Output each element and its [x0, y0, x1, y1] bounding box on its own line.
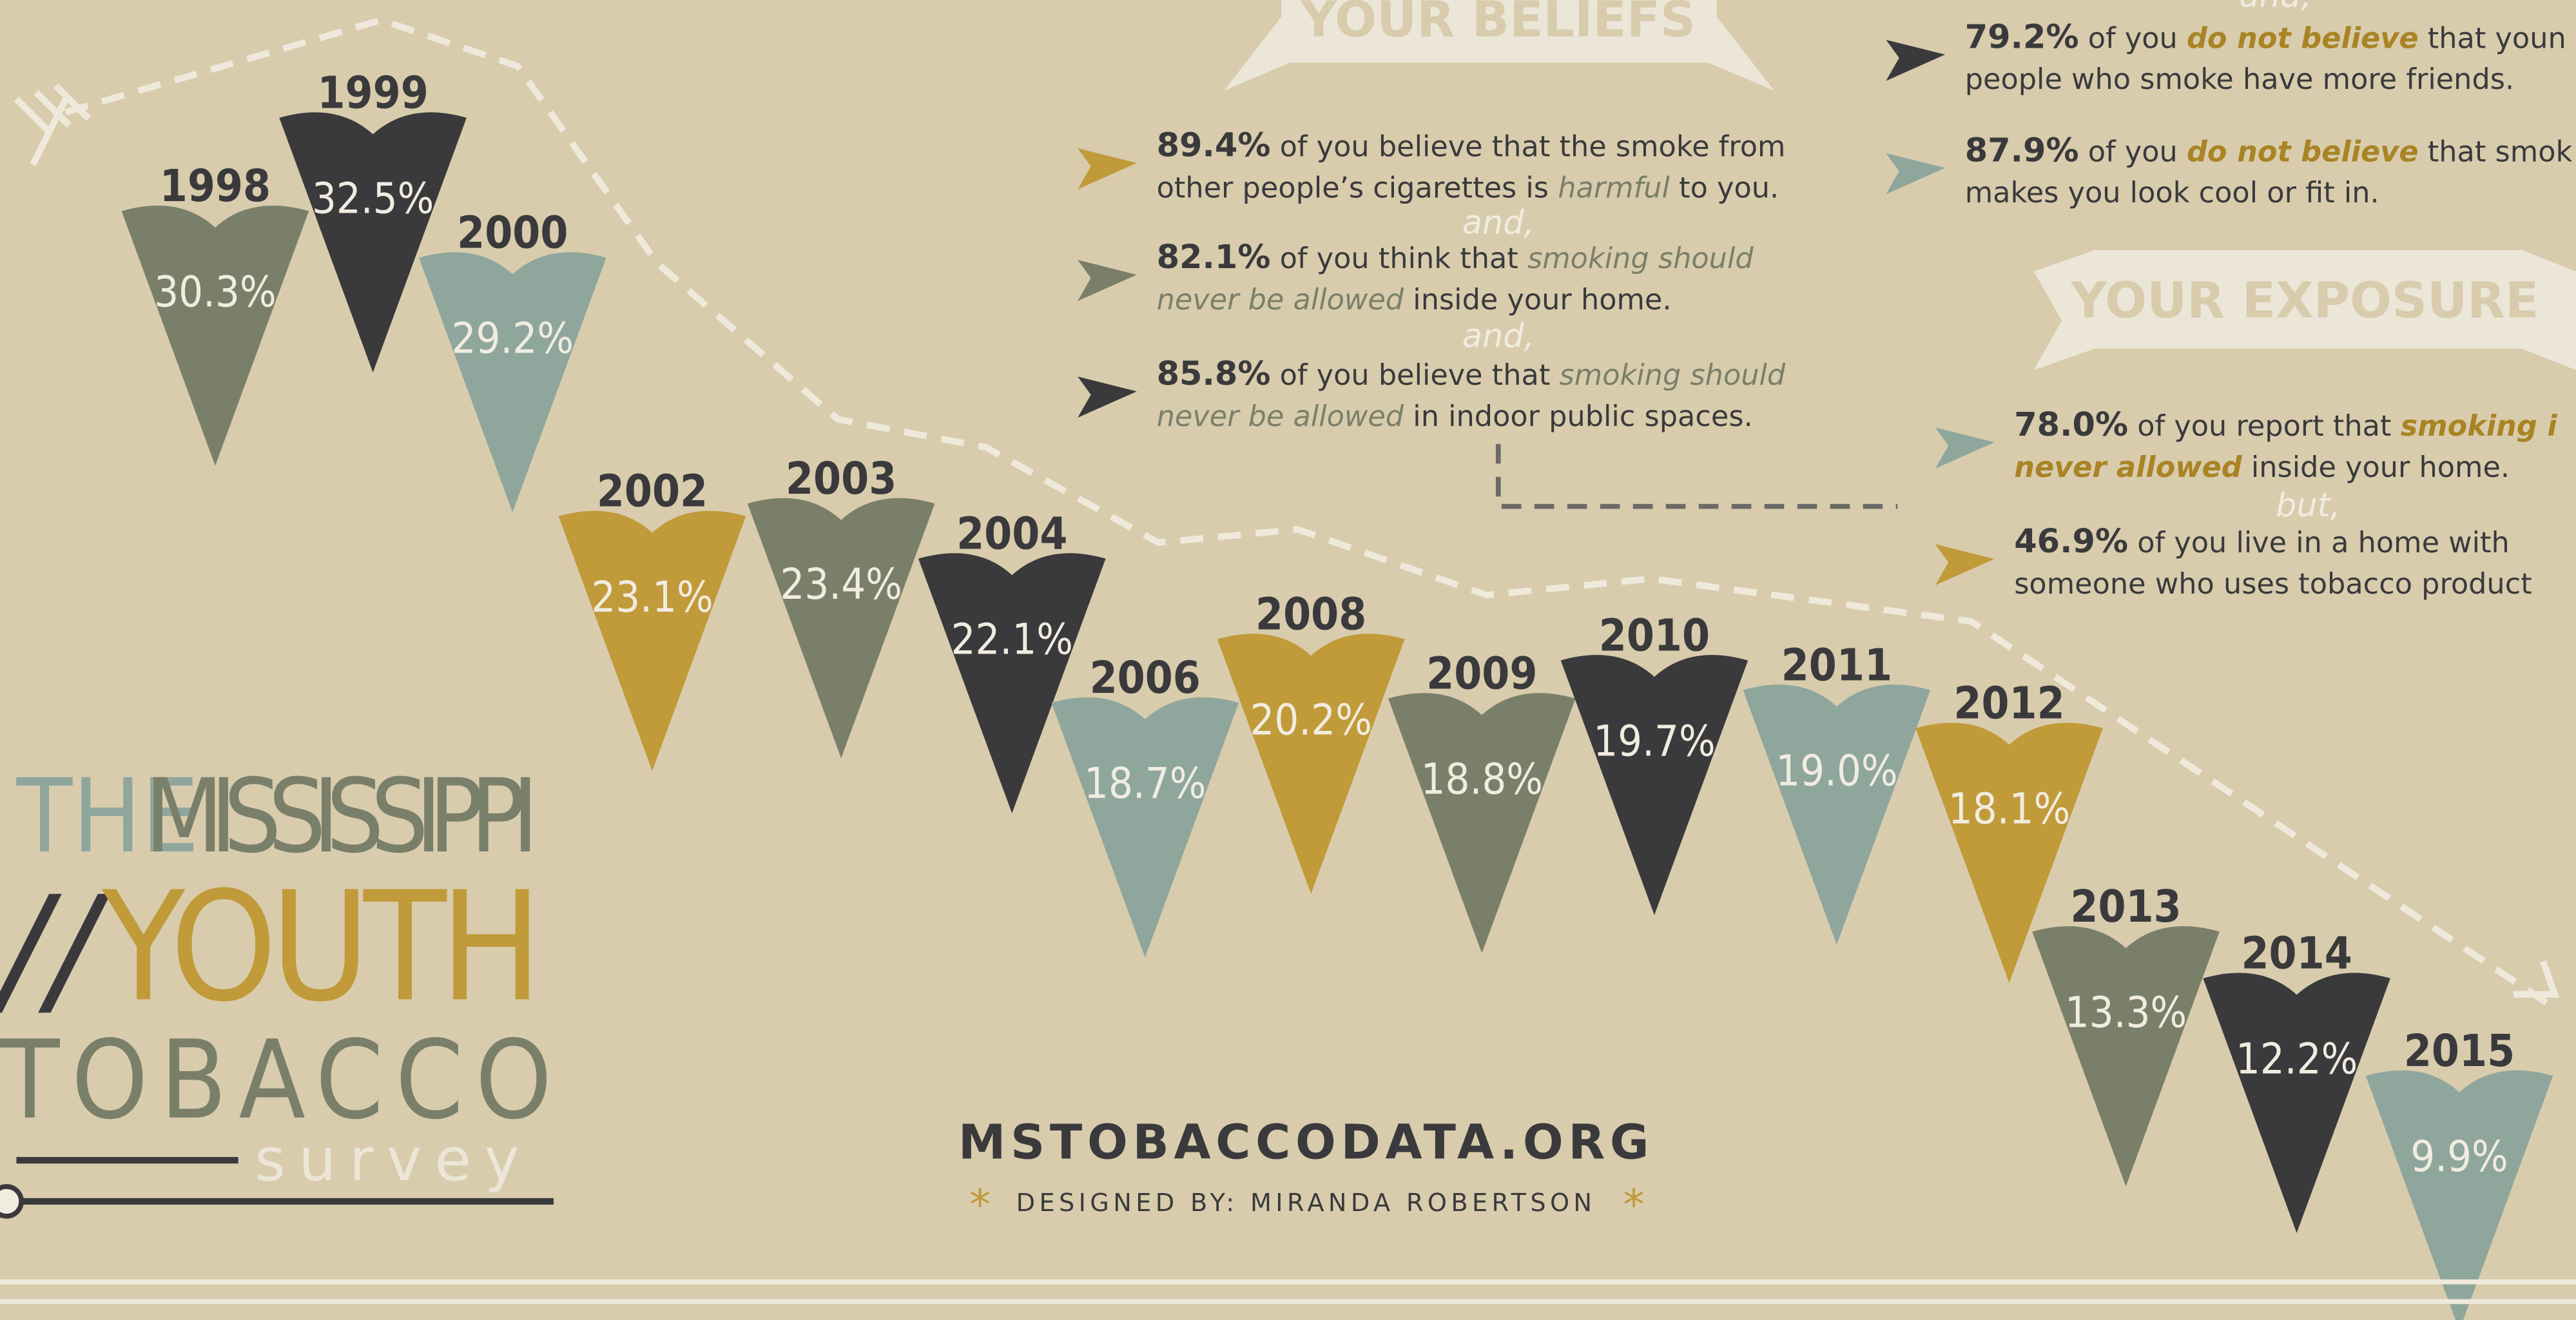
text-segment: other people’s cigarettes is [1157, 171, 1558, 204]
text-segment: 85.8% [1157, 355, 1271, 393]
year-label: 2010 [1599, 610, 1710, 661]
year-label: 2006 [1090, 652, 1201, 704]
year-label: 2014 [2241, 928, 2352, 980]
text-segment: 78.0% [2014, 406, 2128, 444]
title-survey: survey [255, 1125, 532, 1194]
credit: DESIGNED BY: MIRANDA ROBERTSON [1016, 1189, 1596, 1218]
statement-line: other people’s cigarettes is harmful to … [1157, 171, 1779, 204]
website: MSTOBACCODATA.ORG [958, 1115, 1654, 1170]
value-label: 9.9% [2410, 1131, 2508, 1181]
text-segment: inside your home. [2242, 451, 2510, 484]
value-label: 32.5% [312, 173, 434, 224]
year-label: 2003 [786, 453, 896, 505]
value-label: 22.1% [951, 614, 1073, 665]
text-segment: of you [2079, 21, 2187, 55]
value-label: 18.7% [1084, 758, 1206, 808]
value-label: 23.1% [591, 572, 713, 622]
title-youth: YOUTH [101, 859, 542, 1035]
title-state: MISSISSIPPI [144, 757, 539, 876]
year-label: 2004 [956, 508, 1067, 559]
banner-title: YOUR BELIEFS [1301, 0, 1696, 49]
statement-line: 87.9% of you do not believe that smok [1965, 131, 2573, 170]
text-segment: smoking i [2401, 409, 2558, 443]
text-segment: makes you look cool or fit in. [1965, 176, 2379, 209]
text-segment: that smok [2419, 135, 2573, 168]
year-label: 2009 [1426, 648, 1537, 700]
text-segment: smoking should [1527, 242, 1754, 275]
text-segment: never allowed [2014, 451, 2243, 484]
value-label: 19.0% [1776, 745, 1897, 795]
value-label: 23.4% [780, 559, 902, 609]
value-label: 20.2% [1250, 695, 1372, 745]
statement-line: someone who uses tobacco product [2014, 567, 2532, 601]
year-label: 2000 [457, 208, 568, 259]
text-segment: never be allowed [1157, 283, 1404, 316]
banner-title: YOUR EXPOSURE [2071, 273, 2539, 330]
text-segment: of you believe that [1270, 358, 1559, 392]
year-label: 2012 [1953, 678, 2064, 730]
statement-line: 89.4% of you believe that the smoke from [1157, 127, 1786, 165]
text-segment: 46.9% [2014, 523, 2128, 561]
value-label: 13.3% [2065, 987, 2187, 1037]
statement-line: 46.9% of you live in a home with [2014, 523, 2510, 561]
connector-word: and, [1462, 204, 1535, 242]
statement-line: 78.0% of you report that smoking i [2014, 406, 2557, 444]
star: * [969, 1179, 991, 1230]
value-label: 19.7% [1593, 715, 1715, 766]
text-segment: of you [2079, 135, 2187, 168]
text-segment: never be allowed [1157, 400, 1404, 433]
year-label: 2008 [1255, 588, 1366, 640]
text-segment: of you think that [1270, 242, 1527, 275]
text-segment: 89.4% [1157, 127, 1271, 165]
text-segment: of you believe that the smoke from [1270, 130, 1785, 164]
connector-word: and, [2239, 0, 2311, 15]
text-segment: smoking should [1560, 358, 1786, 392]
connector-word: and, [1462, 317, 1535, 355]
text-segment: 82.1% [1157, 238, 1271, 277]
statement-line: never be allowed in indoor public spaces… [1157, 400, 1753, 433]
value-label: 18.1% [1948, 784, 2070, 834]
text-segment: 87.9% [1965, 131, 2079, 170]
infographic: YOUR BELIEFS YOUR EXPOSURE 89.4% of you … [0, 0, 2576, 1320]
value-label: 30.3% [154, 266, 276, 316]
text-segment: to you. [1670, 171, 1779, 204]
year-label: 2011 [1781, 639, 1892, 691]
statement-line: never be allowed inside your home. [1157, 283, 1672, 316]
statement-line: 82.1% of you think that smoking should [1157, 238, 1754, 277]
text-segment: someone who uses tobacco product [2014, 567, 2532, 601]
statement-line: 79.2% of you do not believe that youn [1965, 18, 2566, 56]
text-segment: harmful [1558, 171, 1670, 204]
text-segment: do not believe [2187, 21, 2419, 55]
text-segment: of you live in a home with [2128, 526, 2510, 559]
value-label: 29.2% [452, 313, 574, 364]
year-label: 2002 [597, 466, 708, 518]
year-label: 1998 [160, 160, 271, 212]
rule-knob [0, 1187, 21, 1216]
text-segment: in indoor public spaces. [1404, 400, 1753, 433]
text-segment: inside your home. [1404, 283, 1671, 316]
text-segment: of you report that [2128, 409, 2401, 443]
text-segment: that youn [2419, 21, 2566, 55]
star: * [1623, 1179, 1645, 1230]
year-label: 2015 [2404, 1025, 2515, 1077]
statement-line: never allowed inside your home. [2014, 451, 2510, 484]
title-slash: // [0, 865, 111, 1033]
statement-line: 85.8% of you believe that smoking should [1157, 355, 1786, 393]
value-label: 18.8% [1421, 754, 1543, 804]
year-label: 2013 [2070, 881, 2181, 933]
text-segment: do not believe [2187, 135, 2419, 168]
year-label: 1999 [317, 67, 428, 119]
connector-word: but, [2276, 487, 2341, 525]
statement-line: makes you look cool or fit in. [1965, 176, 2379, 209]
value-label: 12.2% [2236, 1034, 2358, 1084]
text-segment: 79.2% [1965, 18, 2079, 56]
